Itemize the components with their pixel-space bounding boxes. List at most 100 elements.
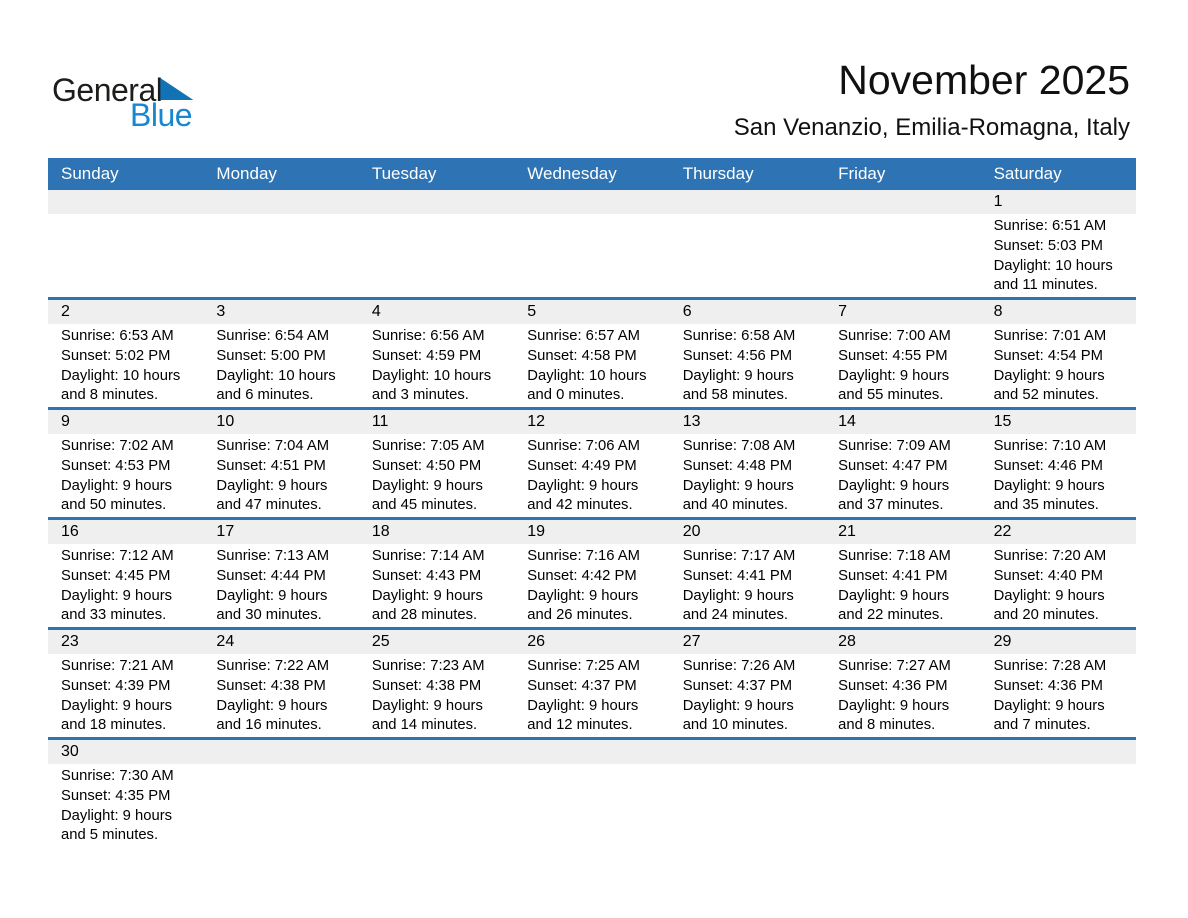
detail-line: Sunset: 4:47 PM <box>838 457 948 474</box>
day-details: Sunrise: 6:56 AM Sunset: 4:59 PM Daylight:… <box>359 324 514 406</box>
detail-line: and 6 minutes. <box>216 387 314 404</box>
detail-line: and 58 minutes. <box>682 387 788 404</box>
detail-line: Sunrise: 7:09 AM <box>838 438 951 454</box>
day-cell: 15 Sunrise: 7:10 AM Sunset: 4:46 PM Dayligh… <box>980 410 1136 517</box>
day-details: Sunrise: 7:21 AM Sunset: 4:39 PM Daylight:… <box>48 654 203 736</box>
day-number: 15 <box>980 410 1136 434</box>
detail-line: Sunset: 5:02 PM <box>61 347 171 364</box>
detail-line: Sunset: 4:50 PM <box>371 457 482 474</box>
empty-day-cell <box>669 740 826 845</box>
day-number: 1 <box>980 190 1136 214</box>
detail-line: Daylight: 9 hours <box>527 697 639 714</box>
weekday-wednesday: Wednesday <box>527 164 617 183</box>
day-cell: 16 Sunrise: 7:12 AM Sunset: 4:45 PM Dayligh… <box>48 520 204 627</box>
detail-line: Sunrise: 7:10 AM <box>993 438 1107 454</box>
day-details: Sunrise: 7:13 AM Sunset: 4:44 PM Daylight:… <box>203 544 358 626</box>
detail-line: Sunrise: 7:18 AM <box>838 548 951 564</box>
detail-line: Sunset: 4:36 PM <box>838 677 948 694</box>
day-number: 19 <box>514 520 670 544</box>
week-row: 2 Sunrise: 6:53 AM Sunset: 5:02 PM Daylight… <box>48 300 1136 410</box>
day-cell: 29 Sunrise: 7:28 AM Sunset: 4:36 PM Dayligh… <box>980 630 1136 737</box>
day-details: Sunrise: 7:22 AM Sunset: 4:38 PM Daylight:… <box>203 654 358 736</box>
detail-line: Sunset: 4:37 PM <box>682 677 793 694</box>
detail-line: Sunrise: 7:12 AM <box>61 548 174 564</box>
detail-line: Sunrise: 6:54 AM <box>216 328 330 344</box>
day-cell: 22 Sunrise: 7:20 AM Sunset: 4:40 PM Dayligh… <box>980 520 1136 627</box>
detail-line: Daylight: 10 hours <box>993 257 1113 274</box>
day-details: Sunrise: 7:14 AM Sunset: 4:43 PM Daylight:… <box>359 544 514 626</box>
day-cell: 10 Sunrise: 7:04 AM Sunset: 4:51 PM Dayligh… <box>203 410 359 517</box>
week-row: 30 Sunrise: 7:30 AM Sunset: 4:35 PM Dayligh… <box>48 740 1136 845</box>
day-cell: 14 Sunrise: 7:09 AM Sunset: 4:47 PM Dayligh… <box>825 410 981 517</box>
detail-line: Sunrise: 6:58 AM <box>682 328 796 344</box>
day-number: 23 <box>48 630 204 654</box>
day-cell: 6 Sunrise: 6:58 AM Sunset: 4:56 PM Daylight… <box>669 300 826 407</box>
detail-line: Sunset: 4:43 PM <box>371 567 482 584</box>
day-cell: 9 Sunrise: 7:02 AM Sunset: 4:53 PM Daylight… <box>48 410 204 517</box>
detail-line: Sunset: 4:37 PM <box>527 677 637 694</box>
location-subtitle: San Venanzio, Emilia-Romagna, Italy <box>733 114 1130 141</box>
day-details <box>48 214 203 217</box>
day-number <box>980 740 1136 764</box>
detail-line: Sunset: 4:40 PM <box>993 567 1103 584</box>
detail-line: Sunset: 4:58 PM <box>527 347 637 364</box>
day-details <box>203 764 358 767</box>
day-number <box>825 190 981 214</box>
empty-day-cell <box>825 740 981 845</box>
detail-line: Daylight: 9 hours <box>61 697 173 714</box>
detail-line: and 30 minutes. <box>216 607 322 624</box>
detail-line: Sunset: 4:41 PM <box>838 567 948 584</box>
detail-line: Sunrise: 7:25 AM <box>527 658 640 674</box>
day-details <box>670 214 825 217</box>
day-details: Sunrise: 7:12 AM Sunset: 4:45 PM Daylight:… <box>48 544 203 626</box>
day-details: Sunrise: 7:18 AM Sunset: 4:41 PM Daylight:… <box>825 544 980 626</box>
day-cell: 20 Sunrise: 7:17 AM Sunset: 4:41 PM Dayligh… <box>669 520 826 627</box>
detail-line: Daylight: 9 hours <box>61 477 173 494</box>
detail-line: Daylight: 9 hours <box>682 367 794 384</box>
day-number: 2 <box>48 300 204 324</box>
day-cell: 30 Sunrise: 7:30 AM Sunset: 4:35 PM Dayligh… <box>48 740 204 845</box>
detail-line: and 47 minutes. <box>216 497 322 514</box>
empty-day-cell <box>358 740 515 845</box>
day-details: Sunrise: 7:23 AM Sunset: 4:38 PM Daylight:… <box>359 654 514 736</box>
detail-line: Sunset: 4:51 PM <box>216 457 326 474</box>
detail-line: Sunset: 4:38 PM <box>216 677 326 694</box>
day-number: 16 <box>48 520 204 544</box>
detail-line: and 7 minutes. <box>993 717 1091 734</box>
detail-line: and 0 minutes. <box>527 387 625 404</box>
detail-line: Sunrise: 7:16 AM <box>527 548 640 564</box>
logo-text-general: General <box>52 72 163 108</box>
detail-line: Sunset: 5:00 PM <box>216 347 326 364</box>
month-title: November 2025 <box>838 57 1130 103</box>
week-row: 23 Sunrise: 7:21 AM Sunset: 4:39 PM Dayligh… <box>48 630 1136 740</box>
day-number <box>514 190 670 214</box>
day-details <box>825 764 980 767</box>
day-details <box>670 764 825 767</box>
day-cell: 12 Sunrise: 7:06 AM Sunset: 4:49 PM Dayligh… <box>514 410 670 517</box>
day-number: 5 <box>514 300 670 324</box>
detail-line: Sunrise: 7:23 AM <box>371 658 485 674</box>
detail-line: Sunset: 4:46 PM <box>993 457 1103 474</box>
detail-line: Sunrise: 6:56 AM <box>371 328 485 344</box>
detail-line: Daylight: 10 hours <box>216 367 336 384</box>
detail-line: and 33 minutes. <box>61 607 167 624</box>
detail-line: and 16 minutes. <box>216 717 322 734</box>
detail-line: and 11 minutes. <box>993 277 1098 294</box>
day-details: Sunrise: 6:58 AM Sunset: 4:56 PM Daylight:… <box>670 324 825 406</box>
day-cell: 23 Sunrise: 7:21 AM Sunset: 4:39 PM Dayligh… <box>48 630 204 737</box>
empty-day-cell <box>669 190 826 297</box>
detail-line: and 35 minutes. <box>993 497 1099 514</box>
detail-line: Daylight: 9 hours <box>682 697 794 714</box>
logo-text-blue: Blue <box>130 97 193 133</box>
detail-line: Daylight: 9 hours <box>682 477 794 494</box>
day-details <box>359 214 514 217</box>
day-details: Sunrise: 7:25 AM Sunset: 4:37 PM Daylight:… <box>514 654 669 736</box>
detail-line: Sunrise: 7:30 AM <box>61 768 174 784</box>
detail-line: Daylight: 10 hours <box>371 367 492 384</box>
week-row: 9 Sunrise: 7:02 AM Sunset: 4:53 PM Daylight… <box>48 410 1136 520</box>
day-number <box>48 190 204 214</box>
day-details <box>359 764 514 767</box>
detail-line: and 22 minutes. <box>838 607 944 624</box>
day-cell: 25 Sunrise: 7:23 AM Sunset: 4:38 PM Dayligh… <box>358 630 515 737</box>
day-cell: 19 Sunrise: 7:16 AM Sunset: 4:42 PM Dayligh… <box>514 520 670 627</box>
